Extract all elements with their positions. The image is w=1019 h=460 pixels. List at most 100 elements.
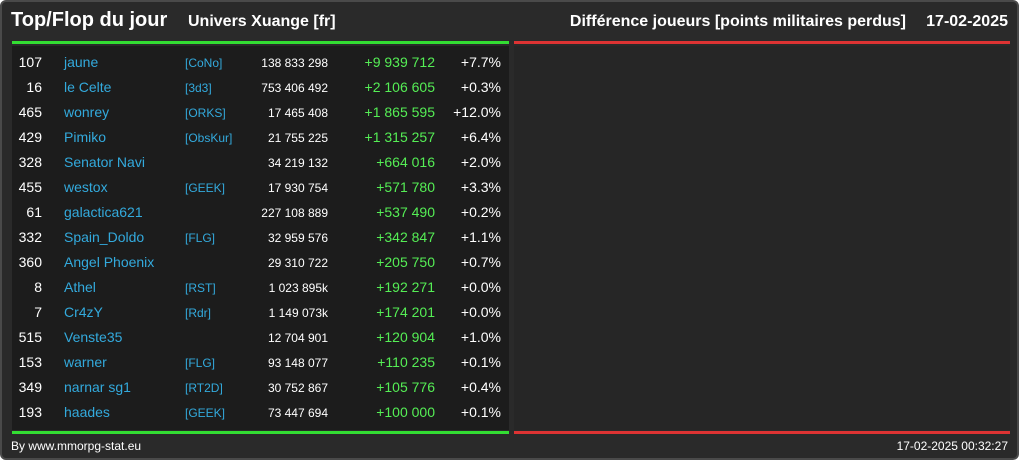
- percent-cell: +1.0%: [460, 329, 501, 345]
- player-name-link[interactable]: galactica621: [64, 204, 143, 220]
- rank-cell: 8: [34, 279, 42, 295]
- player-name-link[interactable]: le Celte: [64, 79, 112, 95]
- player-name-link[interactable]: Angel Phoenix: [64, 254, 155, 270]
- alliance-tag-link[interactable]: [GEEK]: [185, 406, 226, 420]
- rank-cell: 360: [18, 254, 42, 270]
- points-cell: 32 959 576: [267, 231, 328, 245]
- top-divider-green: [12, 41, 509, 44]
- alliance-tag-link[interactable]: [CoNo]: [185, 56, 223, 70]
- rank-cell: 429: [18, 129, 42, 145]
- points-cell: 21 755 225: [267, 131, 328, 145]
- rank-cell: 16: [26, 79, 42, 95]
- universe-label: Univers Xuange [fr]: [188, 13, 336, 30]
- percent-cell: +0.4%: [460, 379, 501, 395]
- diff-cell: +105 776: [376, 379, 435, 395]
- table-row: 465 wonrey [ORKS] 17 465 408 +1 865 595 …: [12, 100, 509, 125]
- alliance-tag-link[interactable]: [ORKS]: [185, 106, 226, 120]
- player-name-link[interactable]: haades: [64, 404, 110, 420]
- player-name-link[interactable]: Athel: [64, 279, 96, 295]
- alliance-tag-link[interactable]: [RT2D]: [185, 381, 223, 395]
- alliance-tag-link[interactable]: [GEEK]: [185, 181, 226, 195]
- player-name-link[interactable]: wonrey: [64, 104, 110, 120]
- table-row: 328 Senator Navi 34 219 132 +664 016 +2.…: [12, 150, 509, 175]
- generated-timestamp: 17-02-2025 00:32:27: [896, 439, 1008, 453]
- points-cell: 30 752 867: [267, 381, 328, 395]
- alliance-tag-link[interactable]: [Rdr]: [185, 306, 212, 320]
- percent-cell: +12.0%: [453, 104, 501, 120]
- table-row: 349 narnar sg1 [RT2D] 30 752 867 +105 77…: [12, 375, 509, 400]
- percent-cell: +0.0%: [460, 279, 501, 295]
- rank-cell: 455: [18, 179, 42, 195]
- rank-cell: 328: [18, 154, 42, 170]
- bottom-divider-green: [12, 431, 509, 434]
- diff-cell: +174 201: [376, 304, 435, 320]
- rank-cell: 515: [18, 329, 42, 345]
- percent-cell: +2.0%: [460, 154, 501, 170]
- player-name-link[interactable]: Senator Navi: [64, 154, 145, 170]
- alliance-tag-link[interactable]: [FLG]: [185, 231, 216, 245]
- player-name-link[interactable]: jaune: [64, 54, 99, 70]
- alliance-tag-link[interactable]: [ObsKur]: [185, 131, 233, 145]
- table-row: 515 Venste35 12 704 901 +120 904 +1.0%: [12, 325, 509, 350]
- diff-cell: +2 106 605: [364, 79, 435, 95]
- rank-cell: 7: [34, 304, 42, 320]
- table-row: 153 warner [FLG] 93 148 077 +110 235 +0.…: [12, 350, 509, 375]
- percent-cell: +0.1%: [460, 354, 501, 370]
- rank-cell: 349: [18, 379, 42, 395]
- percent-cell: +0.3%: [460, 79, 501, 95]
- diff-cell: +1 315 257: [364, 129, 435, 145]
- points-cell: 227 108 889: [261, 206, 328, 220]
- player-name-link[interactable]: westox: [64, 179, 108, 195]
- table-row: 360 Angel Phoenix 29 310 722 +205 750 +0…: [12, 250, 509, 275]
- diff-cell: +100 000: [376, 404, 435, 420]
- table-row: 107 jaune [CoNo] 138 833 298 +9 939 712 …: [12, 50, 509, 75]
- percent-cell: +1.1%: [460, 229, 501, 245]
- points-cell: 34 219 132: [267, 156, 328, 170]
- table-row: 455 westox [GEEK] 17 930 754 +571 780 +3…: [12, 175, 509, 200]
- percent-cell: +0.7%: [460, 254, 501, 270]
- diff-cell: +205 750: [376, 254, 435, 270]
- player-name-link[interactable]: Spain_Doldo: [64, 229, 145, 245]
- diff-cell: +110 235: [377, 354, 435, 370]
- diff-cell: +664 016: [376, 154, 435, 170]
- points-cell: 93 148 077: [267, 356, 328, 370]
- alliance-tag-link[interactable]: [3d3]: [185, 81, 212, 95]
- diff-cell: +571 780: [376, 179, 435, 195]
- top-players-panel: 107 jaune [CoNo] 138 833 298 +9 939 712 …: [12, 46, 509, 430]
- points-cell: 753 406 492: [261, 81, 328, 95]
- table-row: 61 galactica621 227 108 889 +537 490 +0.…: [12, 200, 509, 225]
- top-divider-red: [514, 41, 1010, 44]
- percent-cell: +0.1%: [460, 404, 501, 420]
- player-name-link[interactable]: narnar sg1: [64, 379, 131, 395]
- site-credit-link[interactable]: By www.mmorpg-stat.eu: [11, 439, 142, 453]
- date-label: 17-02-2025: [926, 13, 1008, 30]
- alliance-tag-link[interactable]: [FLG]: [185, 356, 216, 370]
- player-name-link[interactable]: Venste35: [64, 329, 123, 345]
- diff-cell: +120 904: [376, 329, 435, 345]
- player-name-link[interactable]: Cr4zY: [64, 304, 103, 320]
- rank-cell: 332: [18, 229, 42, 245]
- percent-cell: +7.7%: [460, 54, 501, 70]
- header: Top/Flop du jour Univers Xuange [fr] Dif…: [2, 2, 1017, 40]
- rank-cell: 153: [18, 354, 42, 370]
- rank-cell: 107: [18, 54, 42, 70]
- table-row: 332 Spain_Doldo [FLG] 32 959 576 +342 84…: [12, 225, 509, 250]
- table-row: 7 Cr4zY [Rdr] 1 149 073k +174 201 +0.0%: [12, 300, 509, 325]
- alliance-tag-link[interactable]: [RST]: [185, 281, 216, 295]
- table-row: 193 haades [GEEK] 73 447 694 +100 000 +0…: [12, 400, 509, 425]
- metric-label: Différence joueurs [points militaires pe…: [569, 13, 906, 30]
- flop-players-panel: [514, 46, 1010, 430]
- table-row: 16 le Celte [3d3] 753 406 492 +2 106 605…: [12, 75, 509, 100]
- percent-cell: +3.3%: [460, 179, 501, 195]
- player-name-link[interactable]: Pimiko: [64, 129, 107, 145]
- rank-cell: 193: [18, 404, 42, 420]
- points-cell: 12 704 901: [267, 331, 328, 345]
- points-cell: 1 023 895k: [268, 281, 328, 295]
- diff-cell: +192 271: [376, 279, 435, 295]
- table-row: 8 Athel [RST] 1 023 895k +192 271 +0.0%: [12, 275, 509, 300]
- points-cell: 73 447 694: [267, 406, 328, 420]
- player-name-link[interactable]: warner: [64, 354, 107, 370]
- percent-cell: +6.4%: [460, 129, 501, 145]
- points-cell: 1 149 073k: [268, 306, 328, 320]
